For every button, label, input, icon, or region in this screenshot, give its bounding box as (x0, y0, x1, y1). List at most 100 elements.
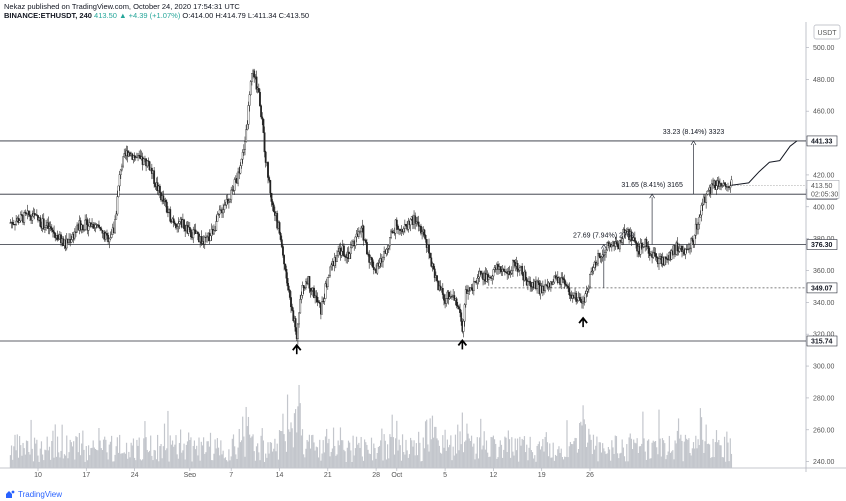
volume-bar (251, 436, 253, 468)
volume-bar (700, 417, 703, 468)
volume-bar (607, 446, 609, 468)
volume-bar (470, 435, 473, 468)
candle-body (720, 183, 723, 187)
candle-body (441, 288, 444, 295)
candle-body (308, 276, 311, 289)
volume-bar (426, 419, 428, 468)
candle-body (203, 237, 206, 245)
volume-bar (480, 418, 482, 468)
volume-bar (105, 439, 107, 468)
candle-body (348, 253, 351, 259)
volume-bar (687, 439, 689, 468)
candle-body (121, 165, 123, 171)
plot-area[interactable] (0, 22, 806, 468)
candle-body (478, 271, 481, 278)
volume-bar (188, 432, 190, 468)
time-axis[interactable]: 10 17 24 Sep 7 14 21 28 Oct 5 12 19 26 (34, 468, 594, 477)
candle-body (513, 260, 516, 263)
volume-bar (96, 449, 98, 468)
volume-bar (473, 443, 475, 468)
volume-bar (123, 452, 125, 468)
candle-body (724, 184, 727, 187)
volume-bar (430, 439, 432, 468)
candle-body (257, 88, 260, 93)
volume-bar (220, 440, 222, 468)
candle-body (310, 290, 313, 292)
volume-bar (62, 458, 64, 468)
volume-bar (20, 445, 22, 468)
arrows (292, 316, 588, 355)
volume-bar (298, 384, 300, 468)
volume-bar (77, 452, 79, 468)
volume-bar (484, 449, 486, 468)
x-tick-label: 19 (538, 472, 546, 477)
candle-body (260, 105, 262, 118)
price-chart[interactable]: USDT 27.69 (7.94%) 2769 31.65 (8.41%) 316… (0, 22, 846, 477)
volume-bar (728, 461, 730, 468)
volume-bar (502, 457, 504, 468)
tradingview-footer[interactable]: TradingView (4, 490, 62, 499)
volume-bar (362, 460, 365, 468)
volume-bar (355, 436, 358, 468)
candle-body (240, 158, 243, 166)
volume-bar (199, 460, 201, 468)
candle-body (294, 318, 297, 332)
volume-bar (390, 436, 392, 468)
volume-bar (635, 443, 637, 468)
volume-bar (122, 453, 124, 468)
candle-body (458, 306, 460, 310)
volume-bar (659, 438, 661, 468)
volume-bar (176, 454, 178, 468)
volume-bar (404, 454, 406, 468)
volume-bar (261, 428, 263, 468)
volume-bar (10, 445, 13, 468)
volume-bar (459, 431, 461, 468)
volume-bar (564, 456, 566, 468)
y-tick-label: 400.00 (813, 204, 835, 211)
volume-bar (683, 441, 685, 468)
volume-bar (476, 437, 478, 468)
volume-bar (45, 450, 47, 468)
candle-body (417, 221, 420, 227)
volume-bar (201, 445, 204, 468)
volume-bar (288, 429, 290, 468)
volume-bar (98, 428, 100, 468)
y-tick-label: 320.00 (813, 332, 835, 339)
volume-bar (541, 446, 543, 468)
candle-body (146, 160, 149, 167)
volume-bar (676, 430, 678, 468)
currency-badge[interactable] (813, 24, 841, 40)
candle-body (715, 185, 718, 190)
volume-bar (132, 438, 135, 468)
candle-body (302, 285, 305, 288)
candle-body (385, 249, 388, 254)
candle-body (272, 204, 275, 212)
volume-bar (231, 438, 233, 468)
volume-bar (462, 452, 465, 468)
volume-bar (101, 449, 103, 468)
volume-bar (86, 460, 89, 468)
price-label: 441.33 (811, 138, 833, 145)
price-axis[interactable]: 240.00 260.00 280.00 300.00 320.00 340.00 360.… (806, 45, 835, 466)
volume-bar (529, 436, 531, 468)
volume-bar (645, 459, 647, 468)
volume-bar (52, 430, 54, 468)
volume-bar (596, 436, 598, 468)
candle-body (248, 94, 251, 106)
volume-bar (457, 424, 459, 468)
candle-body (707, 190, 710, 192)
candle-body (133, 155, 136, 158)
y-tick-label: 360.00 (813, 268, 835, 275)
volume-bar (589, 434, 591, 468)
volume-bar (577, 449, 580, 468)
volume-bar (496, 458, 498, 468)
volume-bar (39, 448, 41, 468)
volume-bar (641, 443, 643, 468)
volume-bar (696, 448, 698, 468)
candle-body (194, 229, 197, 234)
volume-bar (32, 461, 34, 468)
candle-body (177, 223, 180, 227)
volume-bar (681, 440, 683, 468)
volume-bar (68, 452, 70, 468)
volume-bar (571, 444, 573, 468)
